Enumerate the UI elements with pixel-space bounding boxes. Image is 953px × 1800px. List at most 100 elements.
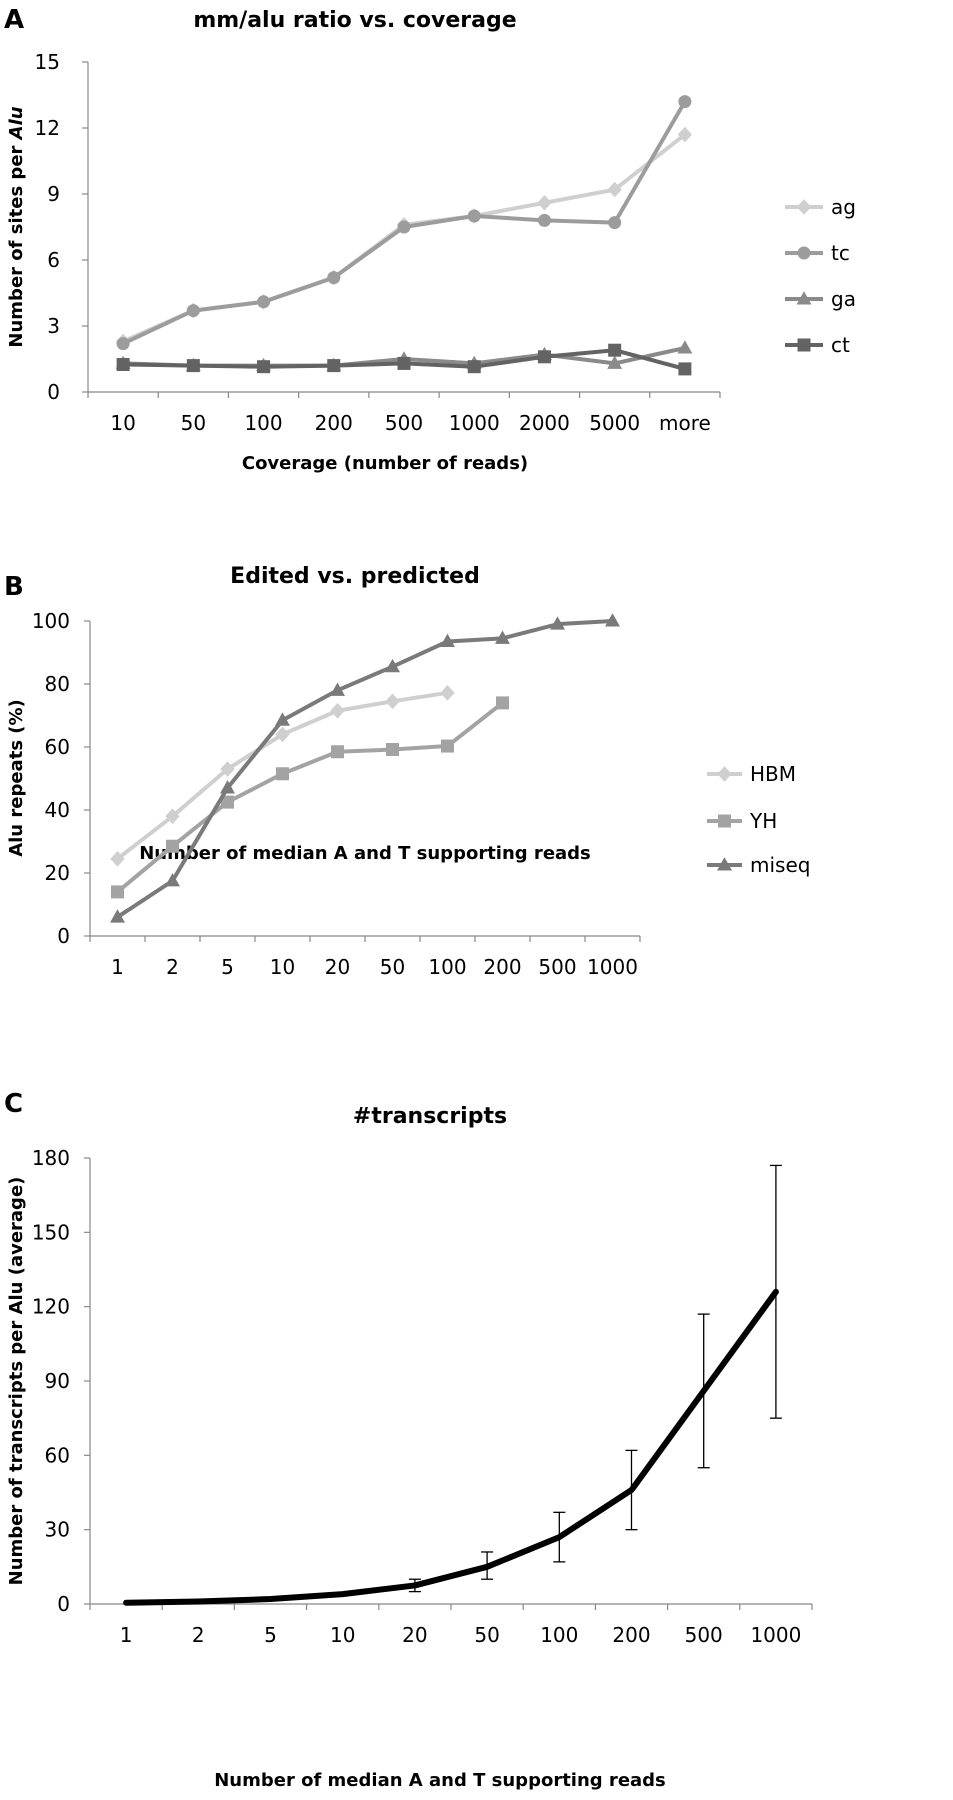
- y-tick-label: 120: [32, 1295, 70, 1319]
- data-point-ag: [537, 195, 552, 211]
- chart-title: mm/alu ratio vs. coverage: [193, 8, 516, 33]
- data-point-miseq: [495, 630, 510, 644]
- data-point-YH: [221, 795, 234, 809]
- data-point-ct: [397, 356, 411, 370]
- y-axis-label: Number of sites per Alu: [6, 106, 27, 347]
- x-tick-label: 20: [325, 955, 350, 979]
- legend-label: ga: [831, 287, 856, 311]
- x-axis-label: Coverage (number of reads): [242, 453, 528, 474]
- x-tick-label: 1: [120, 1623, 133, 1647]
- data-point-ga: [607, 355, 623, 369]
- data-point-HBM: [165, 808, 180, 825]
- x-tick-label: 100: [244, 411, 282, 435]
- data-point-miseq: [165, 873, 180, 887]
- x-tick-label: 1000: [449, 411, 500, 435]
- data-point-tc: [608, 216, 622, 230]
- data-point-miseq: [110, 909, 125, 923]
- data-point-tc: [537, 213, 551, 227]
- data-point-tc: [397, 220, 411, 234]
- x-tick-label: 500: [685, 1623, 723, 1647]
- data-point-tc: [467, 209, 481, 223]
- x-tick-label: 20: [402, 1623, 427, 1647]
- legend-marker: [718, 814, 731, 828]
- series-tc: [116, 95, 692, 351]
- series-line-miseq: [115, 619, 615, 920]
- data-point-ct: [467, 360, 481, 374]
- data-point-HBM: [440, 685, 455, 701]
- y-tick-label: 150: [32, 1220, 70, 1244]
- data-point-ct: [678, 362, 692, 376]
- legend-item-YH: YH: [707, 809, 777, 833]
- data-point-ct: [186, 359, 200, 373]
- series-HBM: [110, 685, 455, 867]
- legend-label: ag: [831, 195, 856, 219]
- data-point-HBM: [275, 726, 290, 743]
- legend-item-ga: ga: [785, 287, 856, 311]
- y-tick-label: 60: [45, 1443, 70, 1467]
- data-point-tc: [327, 271, 341, 285]
- y-tick-label: 3: [47, 314, 60, 338]
- chart-title: Edited vs. predicted: [230, 564, 480, 589]
- panel-letter: C: [4, 1089, 23, 1119]
- data-point-ag: [677, 126, 693, 143]
- legend-marker: [717, 766, 732, 782]
- x-tick-label: 1: [111, 955, 124, 979]
- series-line-line: [123, 1288, 779, 1606]
- data-point-HBM: [220, 761, 235, 777]
- series-ag: [115, 126, 693, 350]
- chart-title: #transcripts: [353, 1104, 507, 1129]
- legend-item-miseq: miseq: [707, 853, 810, 877]
- legend-label: YH: [749, 809, 777, 833]
- series-line-YH: [115, 700, 505, 894]
- chart-panel-C: C #transcripts 0 30 60 90 120 150 180 1 2 5 10 20 50 10…: [4, 1089, 813, 1791]
- y-tick-label: 0: [47, 380, 60, 404]
- x-axis-label: Number of median A and T supporting read…: [214, 1770, 666, 1791]
- y-tick-label: 20: [45, 861, 70, 885]
- y-tick-label: 90: [45, 1369, 70, 1393]
- data-point-YH: [496, 696, 509, 710]
- x-tick-label: 5000: [589, 411, 640, 435]
- legend-marker: [797, 338, 811, 352]
- x-tick-label: 2: [192, 1623, 205, 1647]
- x-tick-label: 10: [330, 1623, 355, 1647]
- legend-label: tc: [831, 241, 850, 265]
- legend-item-ag: ag: [785, 195, 856, 219]
- y-axis-label: Number of transcripts per Alu (average): [6, 1177, 27, 1586]
- legend-item-tc: tc: [785, 241, 850, 265]
- data-point-ct: [327, 359, 341, 373]
- x-tick-label: 5: [221, 955, 234, 979]
- data-point-YH: [276, 767, 289, 781]
- y-tick-label: 180: [32, 1146, 70, 1170]
- x-tick-label: 2000: [519, 411, 570, 435]
- series-miseq: [110, 613, 620, 923]
- legend-marker: [717, 857, 732, 871]
- data-point-YH: [386, 743, 399, 757]
- x-tick-label: 50: [380, 955, 405, 979]
- y-axis-label-text: Number of sites per: [6, 139, 27, 347]
- data-point-miseq: [550, 616, 565, 630]
- data-point-miseq: [330, 682, 345, 696]
- x-tick-label: 500: [385, 411, 423, 435]
- x-tick-label: 100: [428, 955, 466, 979]
- data-point-HBM: [385, 693, 400, 710]
- data-point-miseq: [385, 658, 400, 673]
- x-tick-label: 50: [181, 411, 206, 435]
- x-axis-label: Number of median A and T supporting read…: [139, 843, 591, 864]
- y-tick-label: 6: [47, 248, 60, 272]
- x-tick-label: more: [659, 411, 711, 435]
- x-tick-label: 200: [483, 955, 521, 979]
- y-tick-label: 80: [45, 672, 70, 696]
- data-point-tc: [116, 337, 130, 351]
- y-tick-label: 0: [57, 924, 70, 948]
- data-point-YH: [111, 885, 124, 899]
- series-line: [123, 1164, 782, 1606]
- x-tick-label: 1000: [587, 955, 638, 979]
- data-point-ga: [677, 340, 693, 354]
- y-tick-label: 60: [45, 735, 70, 759]
- x-tick-label: 1000: [750, 1623, 801, 1647]
- legend-label: ct: [831, 333, 850, 357]
- data-point-miseq: [605, 613, 620, 627]
- series-ct: [116, 343, 692, 376]
- data-point-miseq: [275, 712, 290, 726]
- data-point-tc: [186, 304, 200, 318]
